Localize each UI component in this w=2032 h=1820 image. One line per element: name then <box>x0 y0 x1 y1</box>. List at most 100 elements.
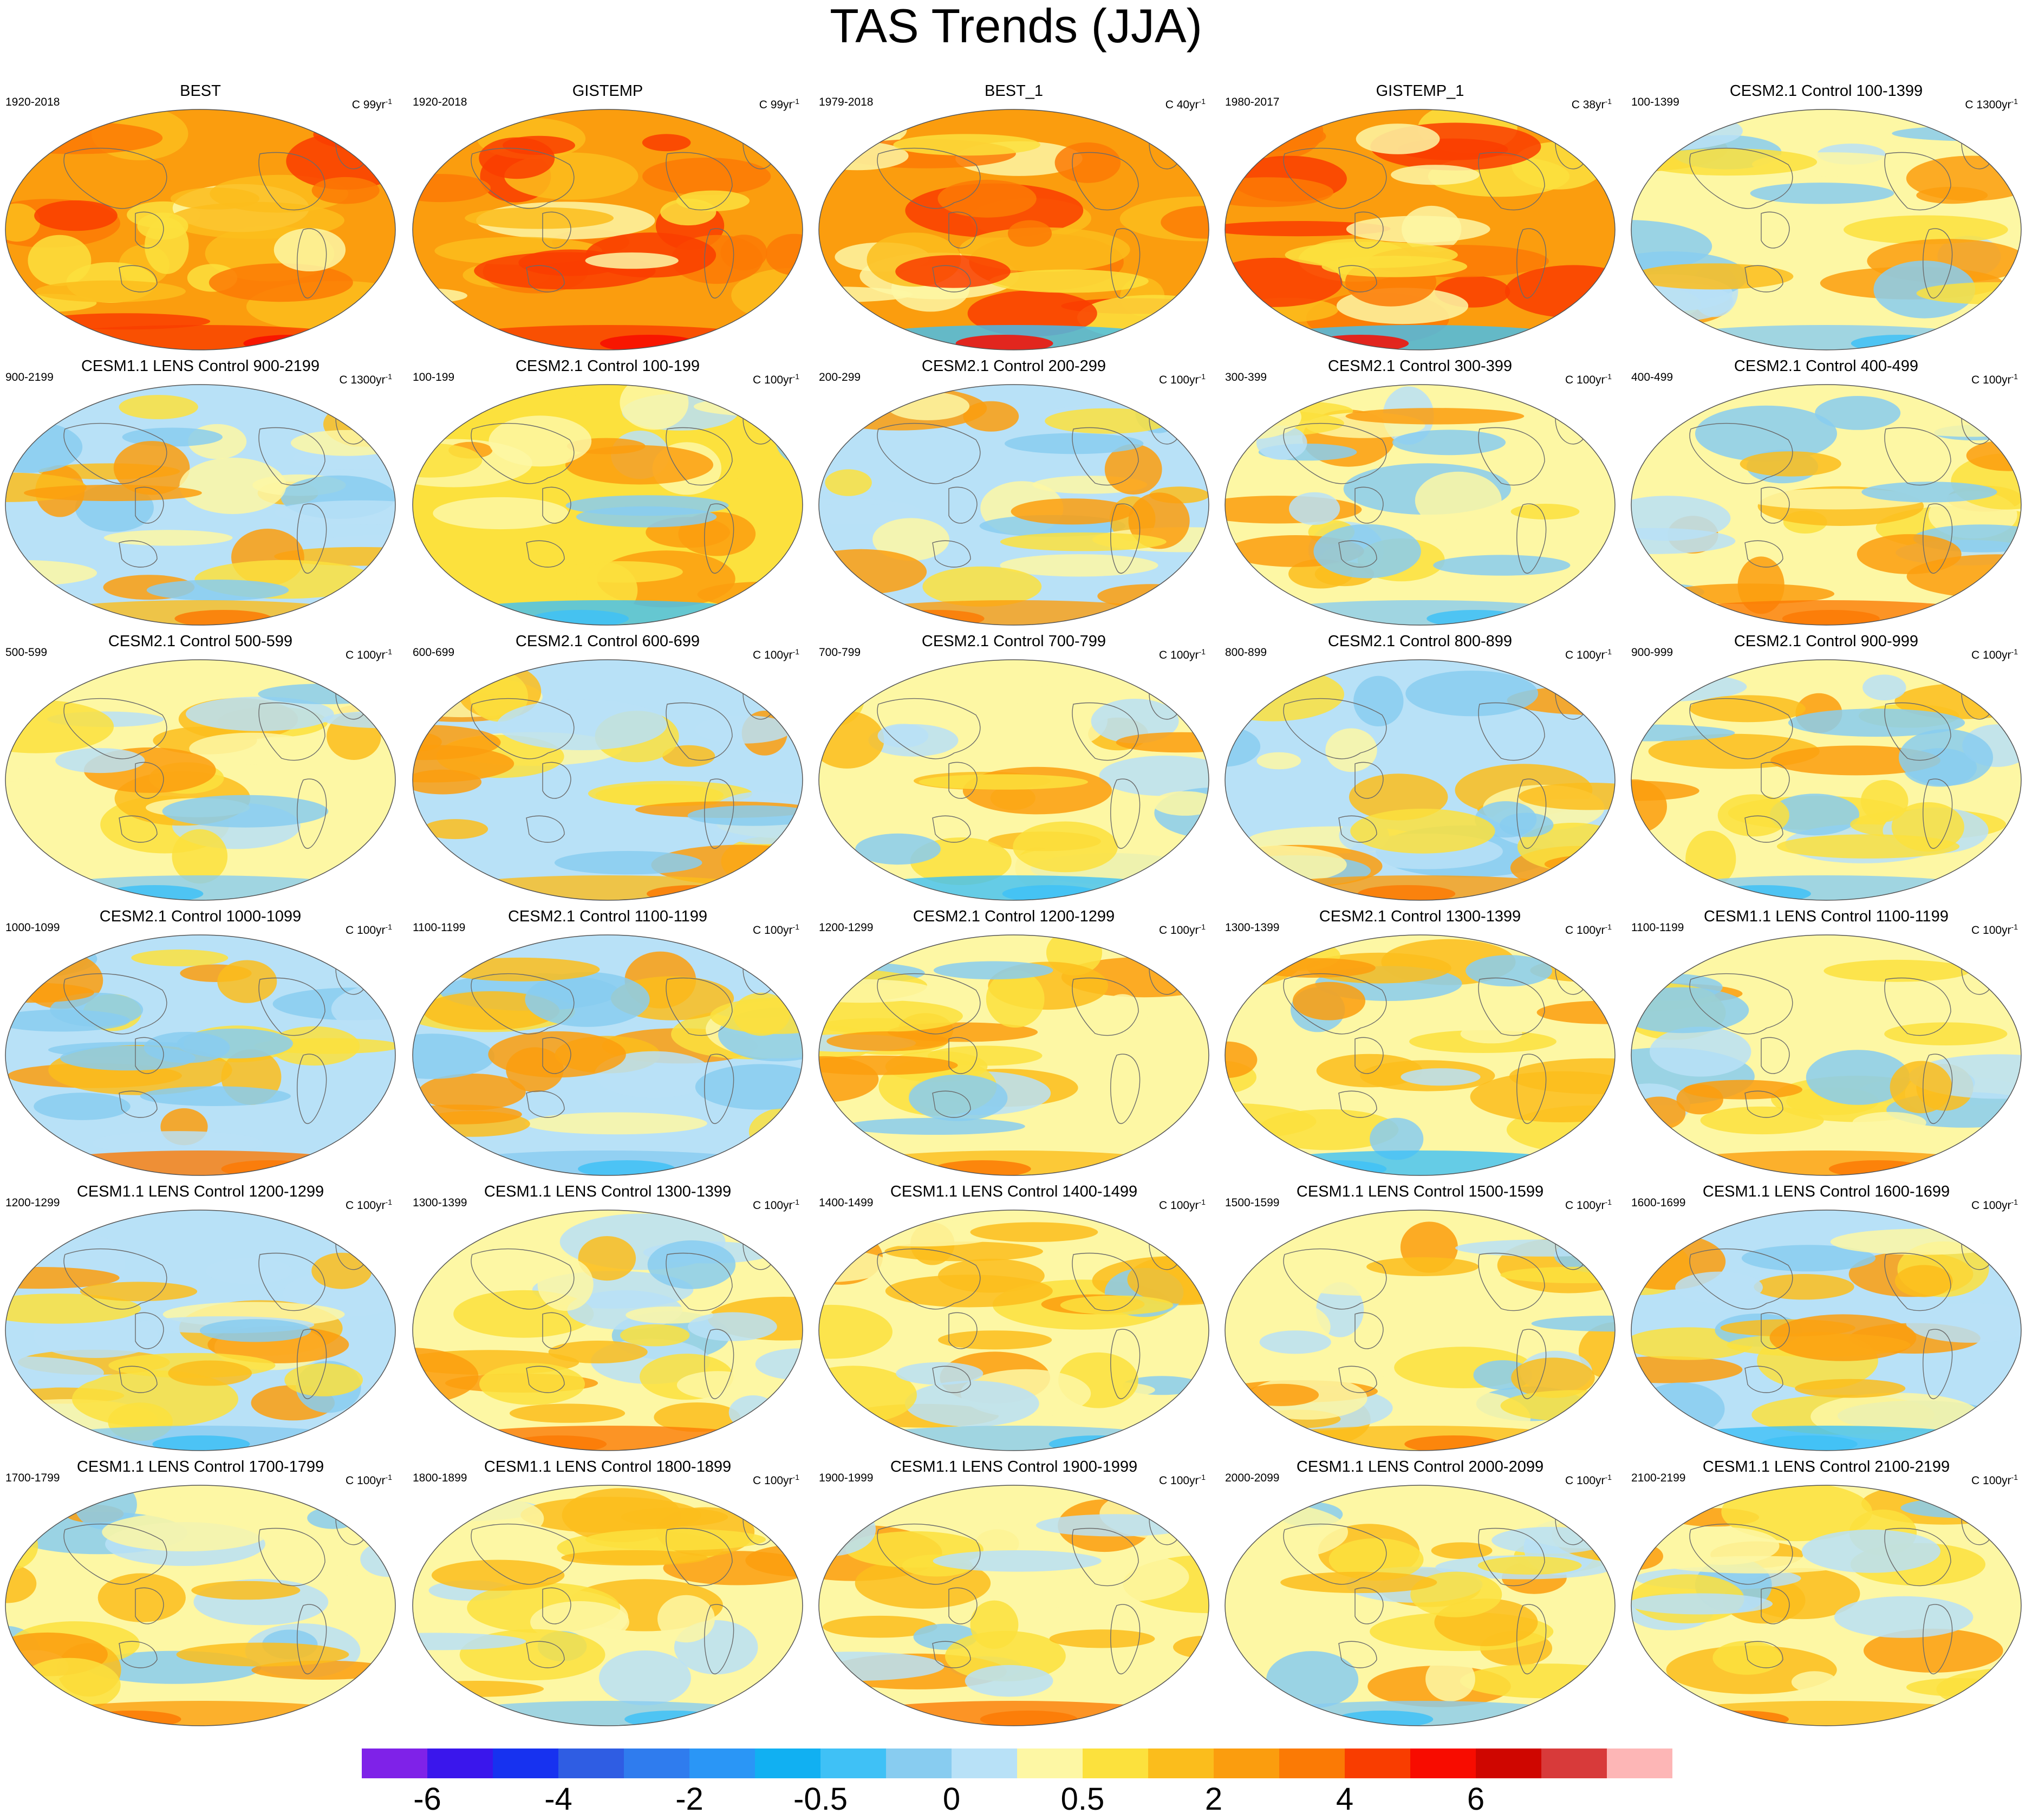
map-outline <box>818 384 1209 626</box>
coastline <box>948 1587 978 1624</box>
panel-title: CESM2.1 Control 400-499 <box>1734 358 1919 375</box>
coastline <box>135 762 164 799</box>
map-panel: CESM2.1 Control 500-599 500-599 C 100yr-1 <box>0 632 401 905</box>
map-outline <box>818 659 1209 901</box>
map-outline <box>1225 1210 1616 1451</box>
coastline <box>1072 702 1139 761</box>
coastline <box>258 152 325 211</box>
contour-region <box>307 1507 359 1529</box>
contour-region <box>1460 1024 1522 1044</box>
panel-units-label: C 99yr-1 <box>351 97 392 111</box>
coastline <box>932 1090 971 1118</box>
coastline <box>297 1604 327 1675</box>
panel-units-label: C 100yr-1 <box>1565 922 1612 937</box>
map-panel: CESM1.1 LENS Control 1900-1999 1900-1999 C… <box>813 1457 1214 1731</box>
coastline <box>1283 698 1387 759</box>
map-heatmap <box>1631 659 2022 901</box>
contour-region <box>1256 752 1301 770</box>
coastline <box>1923 1054 1953 1124</box>
contour-region <box>1005 433 1144 454</box>
contour-region <box>1791 1671 1838 1693</box>
coastline <box>1478 1528 1545 1587</box>
map-heatmap <box>818 1210 1209 1451</box>
map-heatmap <box>412 1210 803 1451</box>
contour-region <box>1857 534 1962 574</box>
panel-period-label: 1980-2017 <box>1225 96 1280 108</box>
contour-region <box>1011 498 1134 525</box>
contour-region <box>1585 287 1615 303</box>
contour-region <box>1433 555 1571 576</box>
contour-region <box>1013 821 1118 873</box>
contour-region <box>896 1362 984 1385</box>
contour-region <box>986 970 1045 1028</box>
contour-region <box>1717 794 1789 837</box>
coastline <box>1689 1248 1793 1310</box>
coastline <box>1689 698 1793 759</box>
contour-region <box>1665 1556 1847 1574</box>
map-heatmap <box>412 1485 803 1726</box>
map-heatmap <box>1225 109 1616 350</box>
contour-region <box>269 1026 360 1066</box>
southern-ocean-band <box>851 600 1176 625</box>
southern-ocean-band <box>1664 325 1989 350</box>
contour-region <box>1328 1538 1424 1581</box>
contour-region <box>28 235 92 287</box>
panel-title: CESM1.1 LENS Control 1800-1899 <box>484 1458 732 1476</box>
contour-region <box>1815 396 1901 430</box>
panel-title: CESM2.1 Control 500-599 <box>108 633 293 650</box>
contour-region <box>554 851 702 875</box>
contour-region <box>311 1252 372 1289</box>
panel-title: CESM1.1 LENS Control 900-2199 <box>81 358 320 375</box>
contour-region <box>745 1544 803 1577</box>
contour-region <box>1769 1314 1917 1361</box>
contour-region <box>933 1550 1102 1572</box>
contour-region <box>1830 1228 2012 1255</box>
panel-title: CESM1.1 LENS Control 1600-1699 <box>1702 1183 1950 1200</box>
panel-period-label: 2000-2099 <box>1225 1472 1280 1484</box>
colorbar-labels: -6 -4 -2 -0.5 0 0.5 2 4 6 <box>0 1782 2032 1820</box>
contour-region <box>1631 528 1736 554</box>
map-panel: BEST_1 1979-2018 C 40yr-1 <box>813 81 1214 355</box>
colorbar-swatch <box>1345 1748 1411 1778</box>
contour-region <box>465 207 614 229</box>
contour-region <box>937 179 1037 218</box>
contour-region <box>537 1257 594 1311</box>
map-heatmap <box>412 109 803 350</box>
map-panel-grid: BEST 1920-2018 C 99yr-1 GISTEMP 1920-2018 C 9… <box>0 81 2022 1726</box>
contour-region <box>620 1324 690 1347</box>
contour-region <box>1750 183 1894 204</box>
map-outline <box>412 1485 803 1726</box>
contour-region <box>413 393 491 414</box>
panel-period-label: 1300-1399 <box>413 1197 467 1209</box>
coastline <box>1761 486 1790 524</box>
contour-region <box>1152 791 1209 816</box>
contour-region <box>1225 221 1391 237</box>
contour-region <box>97 1573 186 1622</box>
panel-title: BEST_1 <box>985 82 1043 100</box>
panel-period-label: 2100-2199 <box>1631 1472 1686 1484</box>
coastline <box>63 973 167 1035</box>
contour-region <box>657 1595 715 1643</box>
panel-period-label: 1900-1999 <box>819 1472 874 1484</box>
contour-region <box>162 795 329 828</box>
map-outline <box>412 934 803 1176</box>
contour-region <box>1801 1529 1940 1573</box>
coastline <box>1338 265 1377 292</box>
map-heatmap <box>818 384 1209 626</box>
coastline <box>1338 1090 1377 1118</box>
coastline <box>1923 503 1953 574</box>
colorbar-tick-label: 0.5 <box>1060 1782 1105 1817</box>
contour-region <box>886 392 970 420</box>
contour-region <box>771 564 803 588</box>
contour-region <box>1754 1274 1854 1300</box>
coastline <box>1354 211 1384 249</box>
panel-period-label: 1979-2018 <box>819 96 874 108</box>
contour-region <box>1770 794 1860 836</box>
contour-region <box>1255 958 1376 978</box>
southern-ocean-band <box>445 875 770 900</box>
contour-region <box>585 1529 766 1551</box>
panel-units-label: C 100yr-1 <box>346 922 392 937</box>
contour-region <box>413 745 514 783</box>
map-outline <box>1225 1485 1616 1726</box>
coastline <box>932 540 971 568</box>
